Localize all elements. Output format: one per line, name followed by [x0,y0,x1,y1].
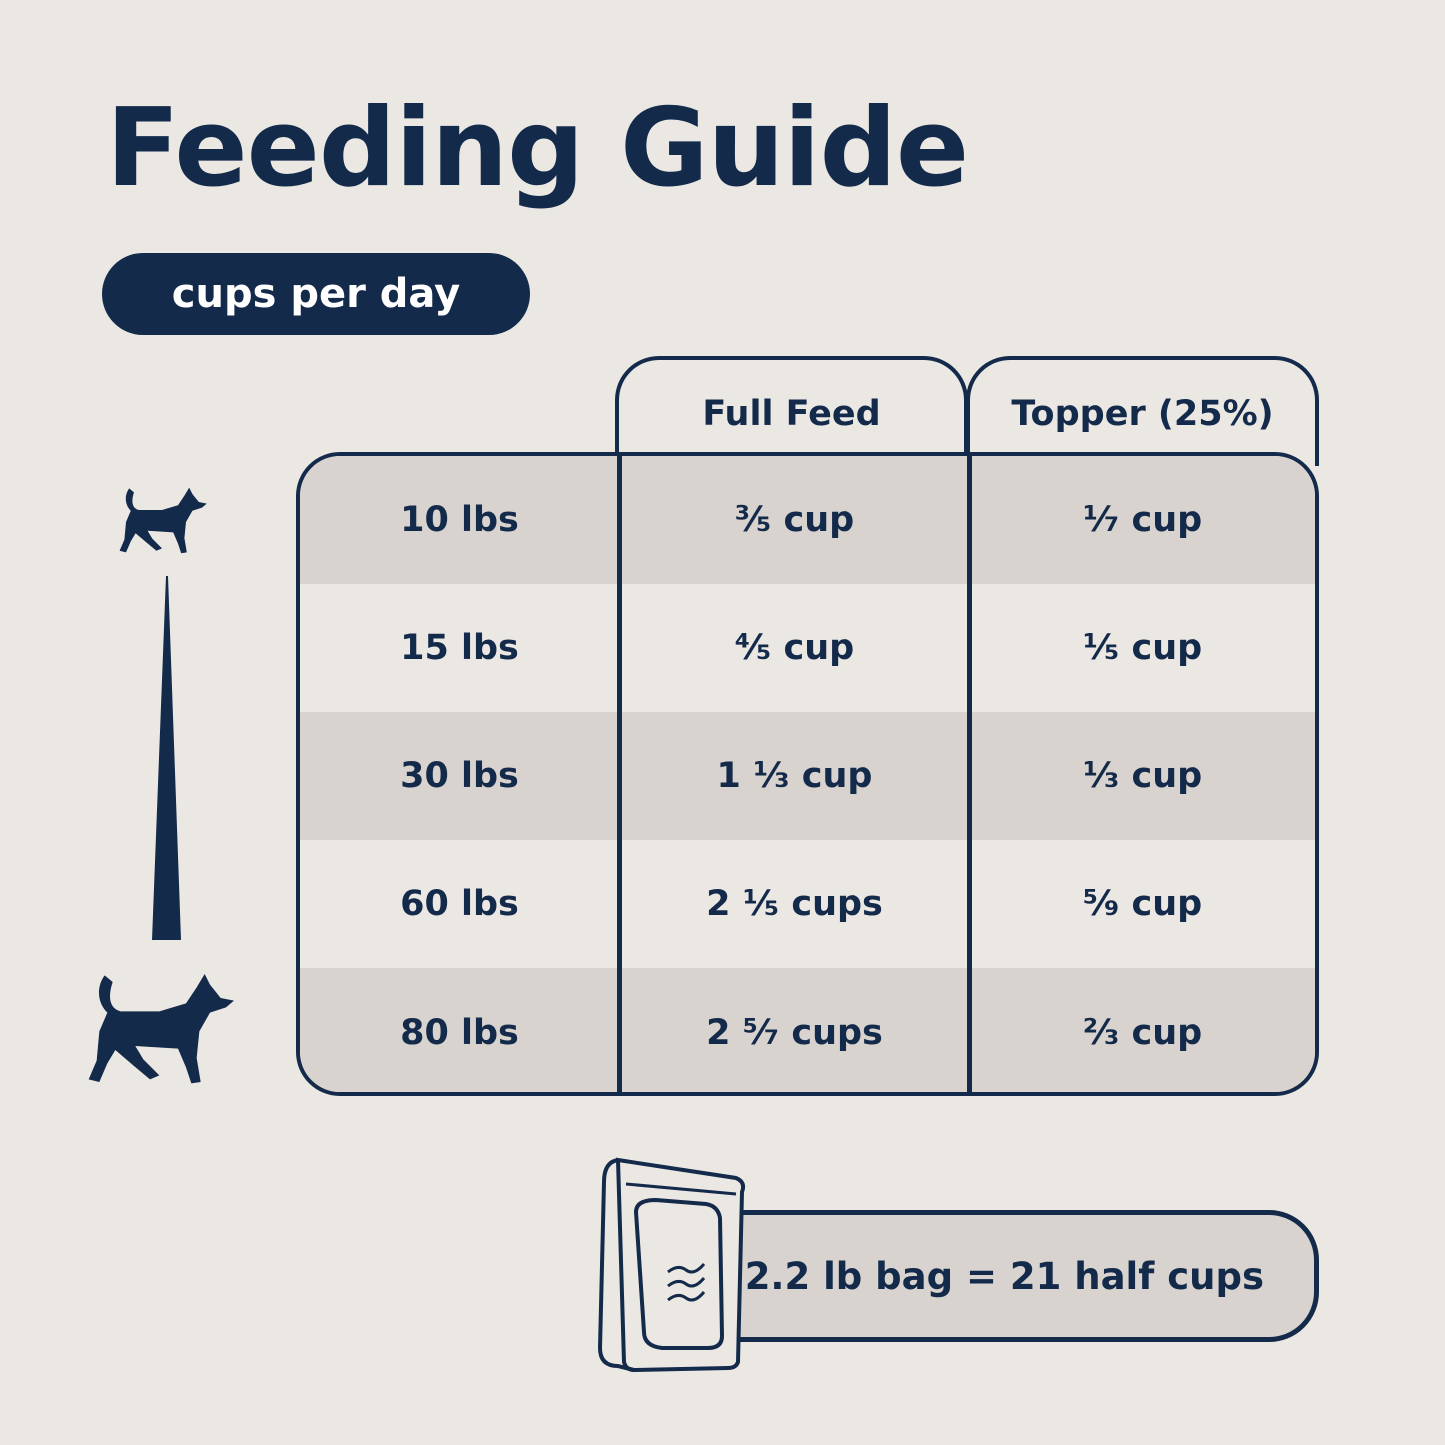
weight-cell: 30 lbs [400,756,519,796]
full-feed-cell: ³⁄₅ cup [734,500,855,540]
table-row: 60 lbs 2 ¹⁄₅ cups ⁵⁄₉ cup [300,840,1315,968]
topper-cell: ¹⁄₅ cup [1082,628,1203,668]
table-row: 15 lbs ⁴⁄₅ cup ¹⁄₅ cup [300,584,1315,712]
unit-pill: cups per day [102,253,530,335]
table-row: 10 lbs ³⁄₅ cup ¹⁄₇ cup [300,456,1315,584]
small-dog-icon [119,487,207,554]
header-full-feed: Full Feed [615,356,968,466]
bag-note: 2.2 lb bag = 21 half cups [735,1210,1319,1342]
page-title: Feeding Guide [106,86,969,211]
weight-cell: 80 lbs [400,1013,519,1053]
full-feed-cell: 2 ¹⁄₅ cups [706,884,883,924]
feeding-table: 10 lbs ³⁄₅ cup ¹⁄₇ cup 15 lbs ⁴⁄₅ cup ¹⁄… [296,452,1319,1096]
topper-cell: ¹⁄₃ cup [1082,756,1203,796]
food-bag-icon [597,1157,746,1373]
table-row: 80 lbs 2 ⁵⁄₇ cups ²⁄₃ cup [300,968,1315,1092]
full-feed-cell: 2 ⁵⁄₇ cups [706,1013,883,1053]
large-dog-icon [88,974,235,1084]
weight-cell: 10 lbs [400,500,519,540]
weight-cell: 60 lbs [400,884,519,924]
column-divider [967,456,972,1092]
full-feed-cell: 1 ¹⁄₃ cup [716,756,873,796]
topper-cell: ²⁄₃ cup [1082,1013,1203,1053]
weight-cell: 15 lbs [400,628,519,668]
column-divider [617,456,622,1092]
topper-cell: ¹⁄₇ cup [1082,500,1203,540]
table-row: 30 lbs 1 ¹⁄₃ cup ¹⁄₃ cup [300,712,1315,840]
size-scale-wedge-icon [152,576,181,940]
topper-cell: ⁵⁄₉ cup [1082,884,1203,924]
header-topper: Topper (25%) [966,356,1319,466]
full-feed-cell: ⁴⁄₅ cup [734,628,855,668]
